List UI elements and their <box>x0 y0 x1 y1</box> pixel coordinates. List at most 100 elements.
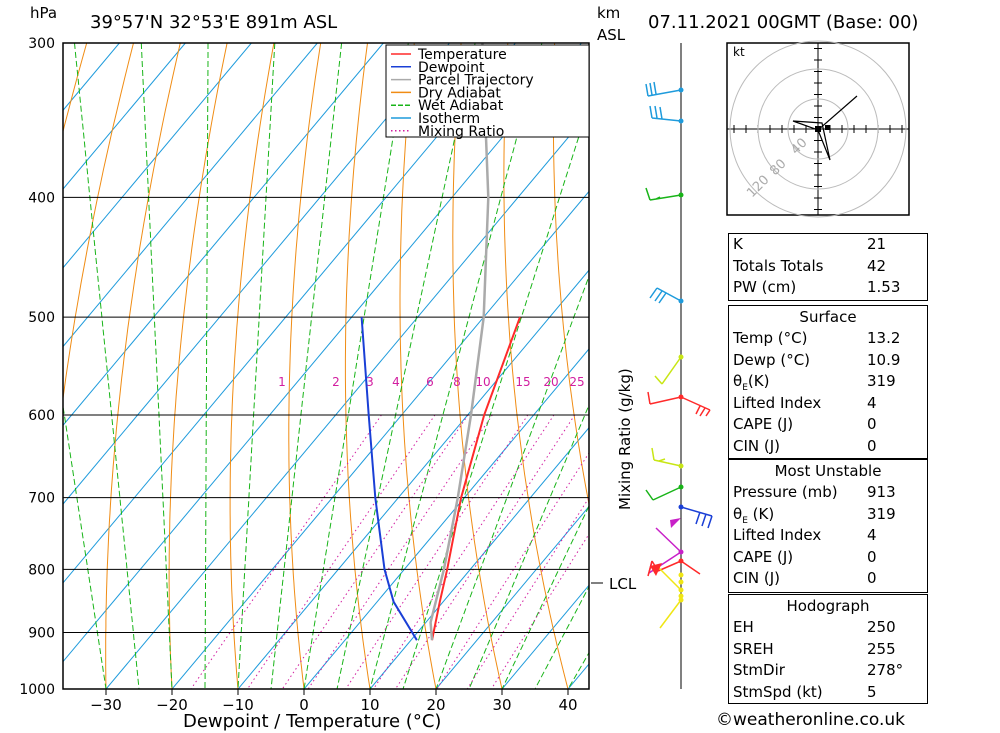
hodo-ring <box>787 98 849 160</box>
hodograph-panel: Hodograph EH 250 SREH 255 StmDir 278° StmSp… <box>728 594 928 704</box>
lcl-label: LCL <box>609 575 637 593</box>
mixing-ratio-label: 1 <box>278 375 286 389</box>
most-unstable-panel: Most Unstable Pressure (mb) 913 θE (K) 319… <box>728 459 928 593</box>
wind-level-dot <box>678 463 684 469</box>
x-tick-label: −30 <box>90 696 122 714</box>
wind-barb <box>680 506 713 529</box>
wind-level-dot <box>678 504 684 510</box>
sreh-label: SREH <box>733 639 774 658</box>
isotherm-line <box>63 43 582 663</box>
isotherm-line <box>237 269 589 689</box>
wind-level-dot <box>678 298 684 304</box>
wind-barb <box>647 391 711 417</box>
mu-thetae-value: 319 <box>867 504 896 523</box>
wet-adiabat-line <box>501 504 589 689</box>
surface-dewp-label: Dewp (°C) <box>733 350 811 369</box>
mixing-ratio-line <box>190 414 382 689</box>
wind-level-dot <box>678 579 684 585</box>
surface-thetae-label: θE(K) <box>733 372 770 393</box>
hodograph-trace <box>792 95 858 161</box>
mu-cape-value: 0 <box>867 547 877 566</box>
wind-barb <box>649 105 682 122</box>
mixing-ratio-line <box>345 414 529 689</box>
wet-adiabat-line <box>567 651 589 689</box>
y-tick-label: 500 <box>28 310 55 326</box>
wet-adiabat-line <box>468 403 589 689</box>
km-label: km <box>597 4 620 22</box>
x-tick-label: −20 <box>156 696 188 714</box>
dewpoint-line <box>360 317 418 641</box>
y-tick-label: 300 <box>28 36 55 52</box>
hodo-ring <box>757 68 879 190</box>
isotherm-line <box>63 43 186 190</box>
mixing-ratio-label: 4 <box>392 375 400 389</box>
mixing-ratio-line <box>307 414 493 689</box>
dry-adiabat-line <box>399 43 437 689</box>
legend-label: Dewpoint <box>418 60 485 76</box>
mixing-ratio-line <box>246 414 436 689</box>
legend-label: Temperature <box>417 47 507 63</box>
surface-cape-label: CAPE (J) <box>733 415 794 433</box>
k-index-value: 21 <box>867 235 887 253</box>
surface-cin-label: CIN (J) <box>733 436 781 455</box>
wet-adiabat-line <box>270 43 343 689</box>
wind-level-dot <box>678 118 684 124</box>
wet-adiabat-line <box>336 43 476 689</box>
wind-level-dot <box>678 572 684 578</box>
mixing-ratio-line <box>281 414 469 689</box>
y-tick-label: 900 <box>28 626 55 642</box>
dry-adiabat-line <box>168 43 228 689</box>
wind-level-dot <box>678 587 684 593</box>
mu-pressure-value: 913 <box>867 483 896 501</box>
legend-label: Parcel Trajectory <box>418 73 534 89</box>
wind-barb <box>645 81 682 97</box>
temperature-line <box>431 316 521 641</box>
wet-adiabat-line <box>435 274 589 689</box>
surface-dewp-value: 10.9 <box>867 350 901 369</box>
mixing-ratio-label: 10 <box>475 375 490 389</box>
pw-value: 1.53 <box>867 278 901 296</box>
x-tick-label: 40 <box>558 696 577 714</box>
legend-label: Dry Adiabat <box>418 85 501 101</box>
storm-motion-marker <box>815 126 821 132</box>
wind-level-dot <box>678 549 684 555</box>
wet-adiabat-line <box>140 43 173 689</box>
mu-cin-value: 0 <box>867 569 877 587</box>
location-title: 39°57'N 32°53'E 891m ASL <box>90 12 337 33</box>
legend-label: Isotherm <box>418 111 480 127</box>
y-tick-label: 700 <box>28 491 55 507</box>
mixing-ratio-label: 2 <box>332 375 340 389</box>
wet-adiabat-line <box>204 43 209 689</box>
parcel-trajectory-line <box>429 43 490 641</box>
x-tick-label: 30 <box>492 696 511 714</box>
mixing-ratio-label: 8 <box>453 375 461 389</box>
mixing-ratio-label: 20 <box>543 375 558 389</box>
isotherm-line <box>435 505 589 689</box>
datetime-title: 07.11.2021 00GMT (Base: 00) <box>648 12 918 33</box>
isotherm-line <box>63 43 516 584</box>
isotherm-line <box>501 584 589 689</box>
dry-adiabat-line <box>63 43 134 402</box>
surface-cape-value: 0 <box>867 415 877 433</box>
dry-adiabat-line <box>344 43 371 689</box>
mixing-ratio-label: 25 <box>569 375 584 389</box>
surface-thetae-value: 319 <box>867 372 896 390</box>
isotherm-line <box>63 43 384 427</box>
wind-level-dot <box>678 597 684 603</box>
mu-thetae-label: θE (K) <box>733 504 775 526</box>
wind-level-dot <box>678 394 684 400</box>
eh-label: EH <box>733 618 754 636</box>
mu-pressure-label: Pressure (mb) <box>733 483 838 501</box>
x-tick-label: −10 <box>222 696 254 714</box>
x-axis-label: Dewpoint / Temperature (°C) <box>183 711 441 732</box>
wind-level-dot <box>678 192 684 198</box>
stmspd-label: StmSpd (kt) <box>733 682 823 701</box>
mu-cape-label: CAPE (J) <box>733 547 794 566</box>
wet-adiabat-line <box>402 103 589 689</box>
dry-adiabat-line <box>552 43 589 507</box>
surface-li-label: Lifted Index <box>733 393 822 412</box>
isotherm-line <box>63 43 450 505</box>
surface-title: Surface <box>799 308 857 326</box>
